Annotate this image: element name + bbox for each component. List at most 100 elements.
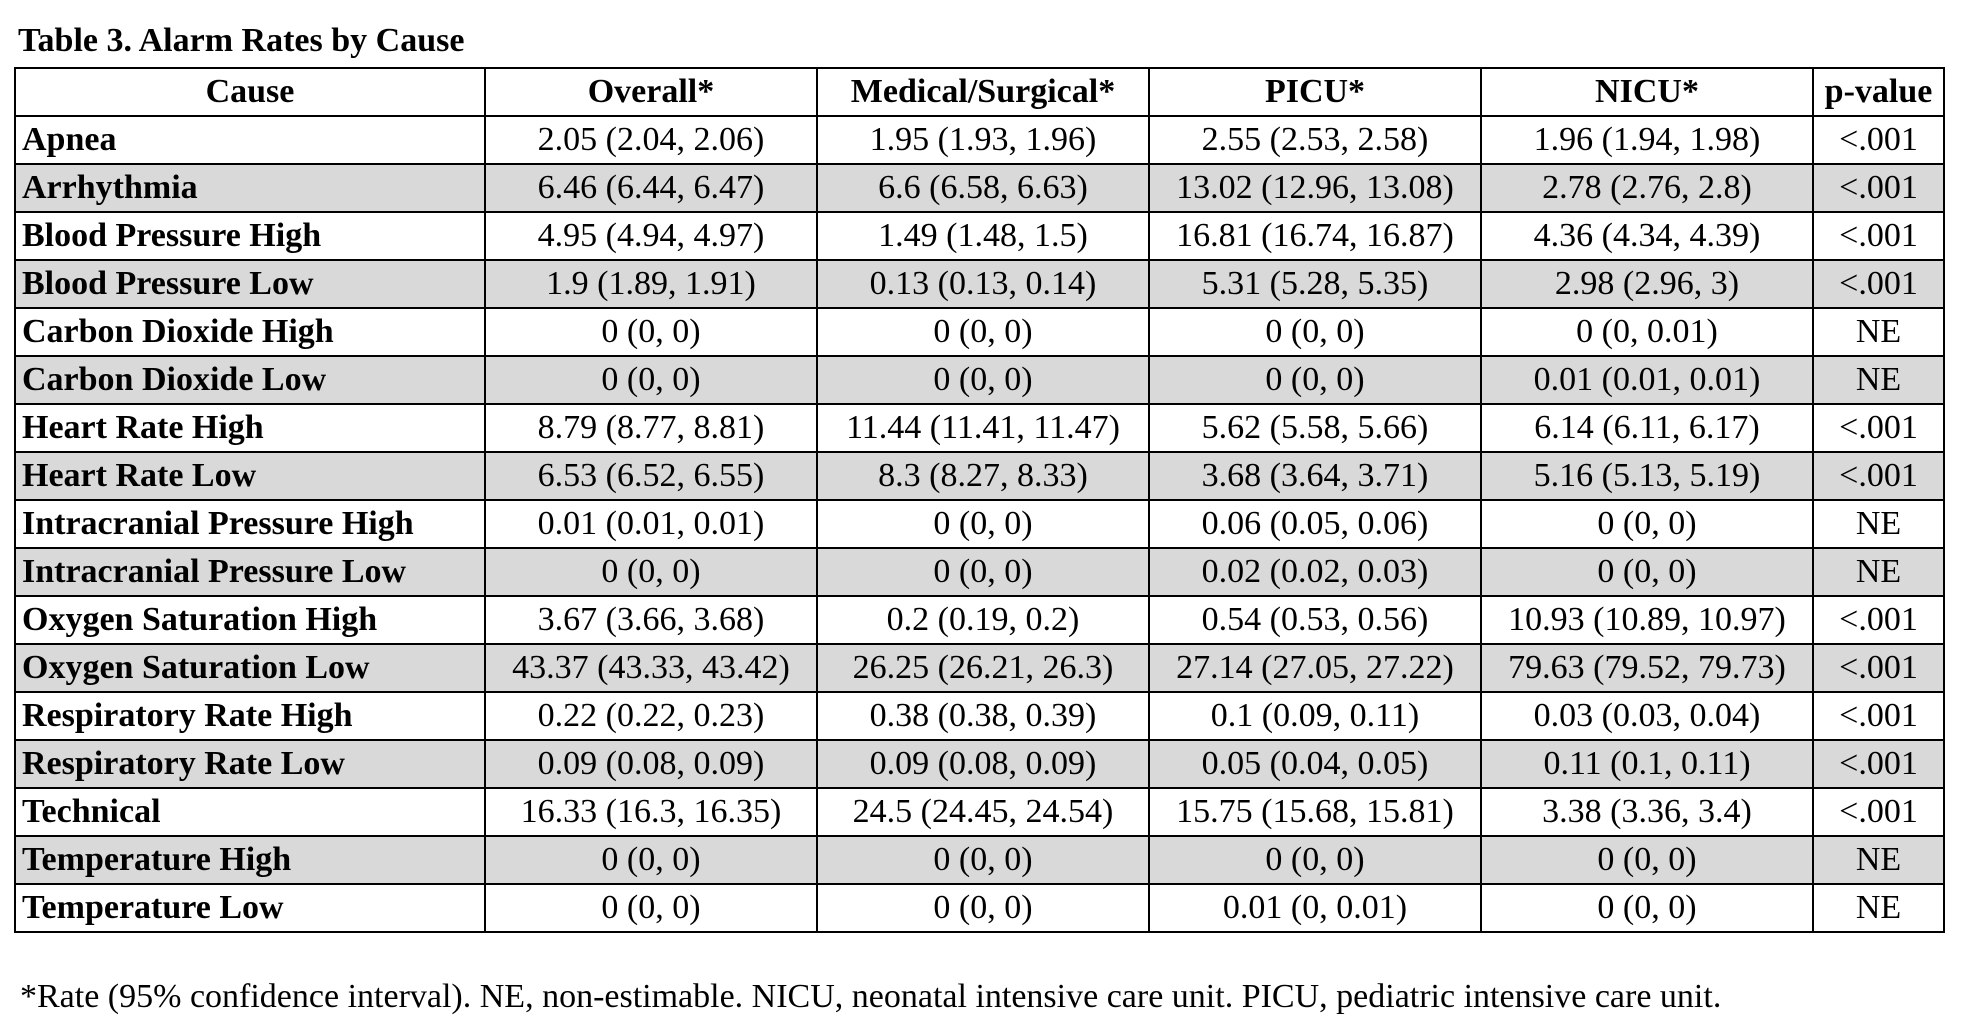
cell-picu: 5.31 (5.28, 5.35): [1148, 259, 1482, 309]
cell-medical-surgical: 0 (0, 0): [816, 835, 1150, 885]
cell-cause: Oxygen Saturation High: [14, 595, 486, 645]
cell-picu: 3.68 (3.64, 3.71): [1148, 451, 1482, 501]
cell-p-value: <.001: [1812, 787, 1945, 837]
table-row: Heart Rate Low 6.53 (6.52, 6.55) 8.3 (8.27…: [14, 451, 1945, 501]
cell-cause: Intracranial Pressure High: [14, 499, 486, 549]
header-medical-surgical: Medical/Surgical*: [816, 67, 1150, 117]
cell-overall: 6.46 (6.44, 6.47): [484, 163, 818, 213]
table-row: Technical 16.33 (16.3, 16.35) 24.5 (24.45,…: [14, 787, 1945, 837]
cell-overall: 16.33 (16.3, 16.35): [484, 787, 818, 837]
cell-p-value: NE: [1812, 883, 1945, 933]
cell-nicu: 4.36 (4.34, 4.39): [1480, 211, 1814, 261]
cell-medical-surgical: 0.2 (0.19, 0.2): [816, 595, 1150, 645]
cell-medical-surgical: 0 (0, 0): [816, 499, 1150, 549]
cell-picu: 0 (0, 0): [1148, 307, 1482, 357]
cell-nicu: 6.14 (6.11, 6.17): [1480, 403, 1814, 453]
cell-p-value: <.001: [1812, 595, 1945, 645]
cell-cause: Heart Rate High: [14, 403, 486, 453]
header-overall: Overall*: [484, 67, 818, 117]
cell-medical-surgical: 8.3 (8.27, 8.33): [816, 451, 1150, 501]
cell-overall: 6.53 (6.52, 6.55): [484, 451, 818, 501]
cell-p-value: NE: [1812, 307, 1945, 357]
cell-nicu: 2.98 (2.96, 3): [1480, 259, 1814, 309]
cell-picu: 13.02 (12.96, 13.08): [1148, 163, 1482, 213]
cell-nicu: 2.78 (2.76, 2.8): [1480, 163, 1814, 213]
cell-picu: 0.05 (0.04, 0.05): [1148, 739, 1482, 789]
cell-p-value: NE: [1812, 355, 1945, 405]
cell-medical-surgical: 0.38 (0.38, 0.39): [816, 691, 1150, 741]
cell-cause: Blood Pressure High: [14, 211, 486, 261]
cell-cause: Apnea: [14, 115, 486, 165]
table-row: Blood Pressure High 4.95 (4.94, 4.97) 1.49…: [14, 211, 1945, 261]
cell-nicu: 10.93 (10.89, 10.97): [1480, 595, 1814, 645]
cell-p-value: NE: [1812, 835, 1945, 885]
cell-picu: 0.1 (0.09, 0.11): [1148, 691, 1482, 741]
cell-p-value: <.001: [1812, 211, 1945, 261]
header-picu: PICU*: [1148, 67, 1482, 117]
cell-nicu: 0 (0, 0.01): [1480, 307, 1814, 357]
cell-nicu: 0.03 (0.03, 0.04): [1480, 691, 1814, 741]
cell-cause: Temperature Low: [14, 883, 486, 933]
cell-picu: 15.75 (15.68, 15.81): [1148, 787, 1482, 837]
cell-nicu: 0.01 (0.01, 0.01): [1480, 355, 1814, 405]
table-row: Apnea 2.05 (2.04, 2.06) 1.95 (1.93, 1.96) 2…: [14, 115, 1945, 165]
cell-picu: 0 (0, 0): [1148, 355, 1482, 405]
cell-overall: 8.79 (8.77, 8.81): [484, 403, 818, 453]
cell-medical-surgical: 24.5 (24.45, 24.54): [816, 787, 1150, 837]
table-row: Intracranial Pressure Low 0 (0, 0) 0 (0, 0…: [14, 547, 1945, 597]
cell-nicu: 1.96 (1.94, 1.98): [1480, 115, 1814, 165]
cell-picu: 16.81 (16.74, 16.87): [1148, 211, 1482, 261]
cell-cause: Arrhythmia: [14, 163, 486, 213]
cell-overall: 0 (0, 0): [484, 835, 818, 885]
cell-medical-surgical: 0 (0, 0): [816, 547, 1150, 597]
cell-p-value: <.001: [1812, 739, 1945, 789]
cell-cause: Heart Rate Low: [14, 451, 486, 501]
cell-medical-surgical: 0.09 (0.08, 0.09): [816, 739, 1150, 789]
cell-medical-surgical: 26.25 (26.21, 26.3): [816, 643, 1150, 693]
cell-medical-surgical: 0.13 (0.13, 0.14): [816, 259, 1150, 309]
table-row: Respiratory Rate High 0.22 (0.22, 0.23) 0.…: [14, 691, 1945, 741]
cell-picu: 27.14 (27.05, 27.22): [1148, 643, 1482, 693]
cell-picu: 0.06 (0.05, 0.06): [1148, 499, 1482, 549]
cell-overall: 0 (0, 0): [484, 883, 818, 933]
table-row: Respiratory Rate Low 0.09 (0.08, 0.09) 0.0…: [14, 739, 1945, 789]
cell-cause: Temperature High: [14, 835, 486, 885]
cell-medical-surgical: 0 (0, 0): [816, 883, 1150, 933]
cell-nicu: 0 (0, 0): [1480, 883, 1814, 933]
table-row: Temperature Low 0 (0, 0) 0 (0, 0) 0.01 (0, …: [14, 883, 1945, 933]
cell-cause: Technical: [14, 787, 486, 837]
cell-overall: 0.01 (0.01, 0.01): [484, 499, 818, 549]
cell-overall: 43.37 (43.33, 43.42): [484, 643, 818, 693]
cell-p-value: <.001: [1812, 115, 1945, 165]
cell-medical-surgical: 1.95 (1.93, 1.96): [816, 115, 1150, 165]
cell-picu: 0 (0, 0): [1148, 835, 1482, 885]
header-row: Cause Overall* Medical/Surgical* PICU* N…: [14, 67, 1945, 117]
header-p-value: p-value: [1812, 67, 1945, 117]
cell-cause: Respiratory Rate Low: [14, 739, 486, 789]
table-row: Heart Rate High 8.79 (8.77, 8.81) 11.44 (1…: [14, 403, 1945, 453]
cell-overall: 0.09 (0.08, 0.09): [484, 739, 818, 789]
cell-nicu: 0.11 (0.1, 0.11): [1480, 739, 1814, 789]
table-row: Carbon Dioxide High 0 (0, 0) 0 (0, 0) 0 (0,…: [14, 307, 1945, 357]
cell-nicu: 3.38 (3.36, 3.4): [1480, 787, 1814, 837]
cell-medical-surgical: 0 (0, 0): [816, 307, 1150, 357]
cell-cause: Carbon Dioxide Low: [14, 355, 486, 405]
cell-cause: Oxygen Saturation Low: [14, 643, 486, 693]
header-nicu: NICU*: [1480, 67, 1814, 117]
cell-p-value: NE: [1812, 499, 1945, 549]
table-caption: Table 3. Alarm Rates by Cause: [18, 22, 465, 59]
cell-p-value: <.001: [1812, 403, 1945, 453]
cell-picu: 2.55 (2.53, 2.58): [1148, 115, 1482, 165]
cell-medical-surgical: 11.44 (11.41, 11.47): [816, 403, 1150, 453]
cell-nicu: 79.63 (79.52, 79.73): [1480, 643, 1814, 693]
table-row: Arrhythmia 6.46 (6.44, 6.47) 6.6 (6.58, 6.…: [14, 163, 1945, 213]
cell-overall: 4.95 (4.94, 4.97): [484, 211, 818, 261]
cell-overall: 2.05 (2.04, 2.06): [484, 115, 818, 165]
cell-nicu: 0 (0, 0): [1480, 547, 1814, 597]
cell-cause: Intracranial Pressure Low: [14, 547, 486, 597]
table-row: Intracranial Pressure High 0.01 (0.01, 0.…: [14, 499, 1945, 549]
table-row: Blood Pressure Low 1.9 (1.89, 1.91) 0.13 (…: [14, 259, 1945, 309]
cell-nicu: 5.16 (5.13, 5.19): [1480, 451, 1814, 501]
cell-medical-surgical: 6.6 (6.58, 6.63): [816, 163, 1150, 213]
cell-p-value: <.001: [1812, 163, 1945, 213]
